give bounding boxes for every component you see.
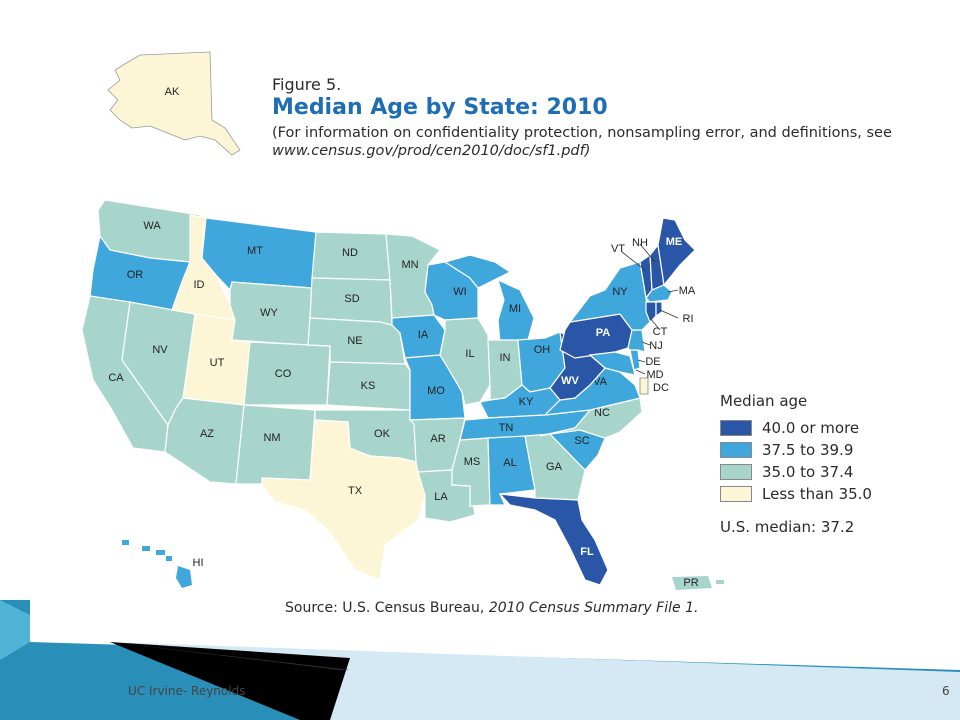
state-label-tn: TN [499,422,514,434]
state-label-mi: MI [509,303,521,315]
state-label-ar: AR [430,433,445,445]
state-az [164,397,245,485]
state-pr [672,576,712,590]
state-label-nj: NJ [649,340,662,352]
state-label-tx: TX [348,485,363,497]
legend-label: 35.0 to 37.4 [762,463,854,481]
state-label-vt: VT [611,243,625,255]
state-label-ga: GA [546,461,563,473]
state-label-ne: NE [347,335,362,347]
state-label-dc: DC [653,382,669,394]
state-label-nc: NC [594,407,610,419]
footer-text: UC Irvine- Reynolds [128,684,246,698]
figure-note: (For information on confidentiality prot… [272,124,912,160]
state-fl [498,493,609,586]
state-ct [645,301,657,324]
state-label-mo: MO [427,385,445,397]
leader-lines [621,243,679,375]
legend-label: Less than 35.0 [762,485,872,503]
figure-title: Median Age by State: 2010 [272,95,608,120]
legend-swatch [720,486,752,502]
legend-item: Less than 35.0 [720,484,872,504]
state-label-ma: MA [679,285,696,297]
state-label-pr: PR [683,577,698,589]
state-label-fl: FL [580,546,594,558]
state-label-mt: MT [247,245,263,257]
state-md [588,351,636,376]
state-label-id: ID [194,279,205,291]
figure-label: Figure 5. [272,75,342,94]
state-label-nm: NM [263,432,280,444]
source-title: 2010 Census Summary File 1. [488,600,699,616]
source-prefix: Source: U.S. Census Bureau, [285,600,485,616]
state-label-mn: MN [401,259,418,271]
state-label-oh: OH [534,344,551,356]
state-label-ny: NY [612,286,628,298]
legend-swatch [720,420,752,436]
state-dc [639,377,649,395]
state-label-wv: WV [561,375,579,387]
figure-note-url: www.census.gov/prod/cen2010/doc/sf1.pdf) [272,143,591,159]
state-label-ut: UT [210,357,225,369]
state-label-ca: CA [108,372,124,384]
legend-swatch [720,464,752,480]
state-label-ks: KS [361,380,376,392]
state-label-ky: KY [519,396,534,408]
legend-label: 40.0 or more [762,419,860,437]
page-number: 6 [942,684,950,698]
state-label-co: CO [275,368,292,380]
state-ak [107,51,241,156]
state-label-ak: AK [165,86,180,98]
state-label-nd: ND [342,247,358,259]
state-nm [235,404,316,485]
state-label-wa: WA [143,220,161,232]
legend-title: Median age [720,392,808,410]
state-label-al: AL [503,457,516,469]
state-label-de: DE [645,356,660,368]
state-label-md: MD [646,369,663,381]
state-label-sd: SD [344,293,359,305]
state-label-ri: RI [683,313,694,325]
state-il [439,317,491,406]
state-label-ct: CT [653,326,668,338]
state-label-in: IN [500,352,511,364]
state-label-la: LA [434,491,448,503]
slide-bottom-band [0,600,960,720]
state-label-pa: PA [596,327,611,339]
legend-item: 37.5 to 39.9 [720,440,872,460]
state-label-il: IL [465,348,474,360]
state-hi [122,540,192,588]
state-label-or: OR [127,269,144,281]
state-label-wy: WY [260,307,278,319]
legend-label: 37.5 to 39.9 [762,441,854,459]
state-label-hi: HI [193,557,204,569]
source-note: Source: U.S. Census Bureau, 2010 Census … [285,600,698,616]
state-label-nv: NV [152,344,168,356]
state-label-va: VA [593,376,608,388]
state-mi-upper [443,254,512,289]
state-label-az: AZ [200,428,214,440]
state-label-ms: MS [464,456,481,468]
state-label-ok: OK [374,428,391,440]
us-map: AK WA OR CA NV ID UT AZ MT WY CO NM ND S… [81,51,724,590]
legend-item: 35.0 to 37.4 [720,462,872,482]
legend-item: 40.0 or more [720,418,872,438]
state-label-wi: WI [453,286,466,298]
state-me [657,217,696,287]
map-legend: Median age 40.0 or more 37.5 to 39.9 35.… [720,392,872,536]
us-median: U.S. median: 37.2 [720,518,855,536]
state-label-me: ME [666,236,683,248]
figure-note-text: (For information on confidentiality prot… [272,125,892,141]
state-label-ia: IA [418,329,429,341]
state-label-sc: SC [574,435,589,447]
legend-swatch [720,442,752,458]
state-ri [655,301,663,318]
state-tx [261,419,426,581]
state-label-nh: NH [632,237,648,249]
